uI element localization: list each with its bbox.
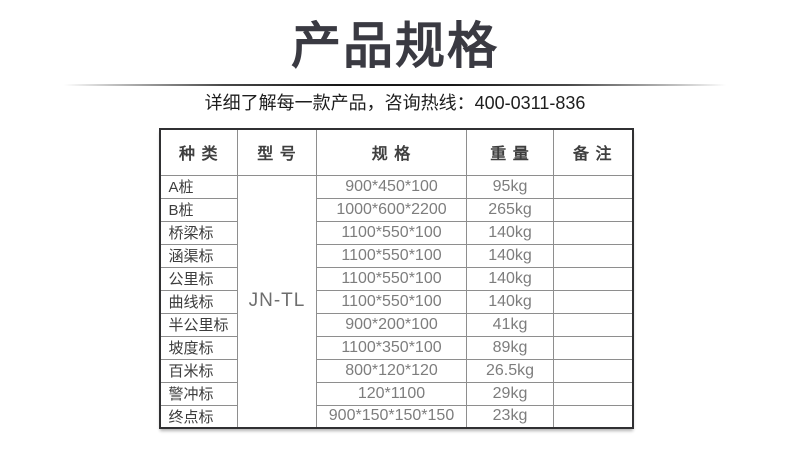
spec-table-body: A桩 JN-TL 900*450*100 95kg B桩 1000*600*220…: [159, 174, 633, 429]
weight-cell: 26.5kg: [466, 358, 554, 383]
weight-cell: 140kg: [466, 289, 554, 314]
spec-cell: 1100*550*100: [316, 289, 467, 314]
col-header-weight: 重 量: [466, 128, 554, 176]
category-cell: 桥梁标: [159, 220, 238, 245]
category-cell: 涵渠标: [159, 243, 238, 268]
spec-cell: 1100*550*100: [316, 243, 467, 268]
category-cell: A桩: [159, 174, 238, 199]
page-title: 产品规格: [291, 18, 499, 74]
remark-cell: [553, 335, 633, 360]
weight-cell: 95kg: [466, 174, 554, 199]
table-row: 涵渠标 1100*550*100 140kg: [159, 243, 633, 268]
remark-cell: [553, 220, 633, 245]
weight-cell: 29kg: [466, 381, 554, 406]
spec-cell: 900*200*100: [316, 312, 467, 337]
table-row: 公里标 1100*550*100 140kg: [159, 266, 633, 291]
spec-cell: 900*150*150*150: [316, 404, 467, 429]
table-row: 警冲标 120*1100 29kg: [159, 381, 633, 406]
category-cell: 终点标: [159, 404, 238, 429]
weight-cell: 89kg: [466, 335, 554, 360]
table-row: A桩 JN-TL 900*450*100 95kg: [159, 174, 633, 429]
table-row: 桥梁标 1100*550*100 140kg: [159, 220, 633, 245]
weight-cell: 23kg: [466, 404, 554, 429]
category-cell: 百米标: [159, 358, 238, 383]
weight-cell: 140kg: [466, 220, 554, 245]
remark-cell: [553, 174, 633, 199]
category-cell: 半公里标: [159, 312, 238, 337]
weight-cell: 265kg: [466, 197, 554, 222]
remark-cell: [553, 289, 633, 314]
col-header-model: 型 号: [237, 128, 317, 176]
table-row: 半公里标 900*200*100 41kg: [159, 312, 633, 337]
title-divider: [64, 84, 726, 86]
model-cell: JN-TL: [237, 174, 317, 429]
header-row: 种 类 型 号 规 格 重 量 备 注: [159, 128, 633, 176]
remark-cell: [553, 381, 633, 406]
spec-cell: 1100*550*100: [316, 266, 467, 291]
remark-cell: [553, 312, 633, 337]
spec-cell: 800*120*120: [316, 358, 467, 383]
col-header-spec: 规 格: [316, 128, 467, 176]
category-cell: 坡度标: [159, 335, 238, 360]
remark-cell: [553, 243, 633, 268]
spec-cell: 1000*600*2200: [316, 197, 467, 222]
table-row: 百米标 800*120*120 26.5kg: [159, 358, 633, 383]
weight-cell: 140kg: [466, 243, 554, 268]
remark-cell: [553, 266, 633, 291]
category-cell: 曲线标: [159, 289, 238, 314]
spec-table-wrap: 种 类 型 号 规 格 重 量 备 注 A桩 JN-TL 900*450*100 …: [158, 128, 634, 429]
spec-table-head: 种 类 型 号 规 格 重 量 备 注: [159, 128, 633, 176]
table-row: 终点标 900*150*150*150 23kg: [159, 404, 633, 429]
remark-cell: [553, 197, 633, 222]
spec-cell: 900*450*100: [316, 174, 467, 199]
col-header-category: 种 类: [159, 128, 238, 176]
spec-cell: 120*1100: [316, 381, 467, 406]
table-row: B桩 1000*600*2200 265kg: [159, 197, 633, 222]
spec-table: 种 类 型 号 规 格 重 量 备 注 A桩 JN-TL 900*450*100 …: [158, 128, 634, 429]
category-cell: 警冲标: [159, 381, 238, 406]
remark-cell: [553, 358, 633, 383]
category-cell: B桩: [159, 197, 238, 222]
remark-cell: [553, 404, 633, 429]
weight-cell: 140kg: [466, 266, 554, 291]
weight-cell: 41kg: [466, 312, 554, 337]
spec-cell: 1100*350*100: [316, 335, 467, 360]
table-row: 坡度标 1100*350*100 89kg: [159, 335, 633, 360]
spec-cell: 1100*550*100: [316, 220, 467, 245]
category-cell: 公里标: [159, 266, 238, 291]
subtitle-hotline: 详细了解每一款产品，咨询热线：400-0311-836: [204, 93, 586, 113]
col-header-remark: 备 注: [553, 128, 633, 176]
product-spec-page: 产品规格 详细了解每一款产品，咨询热线：400-0311-836 种 类 型 号…: [0, 16, 790, 465]
table-row: 曲线标 1100*550*100 140kg: [159, 289, 633, 314]
